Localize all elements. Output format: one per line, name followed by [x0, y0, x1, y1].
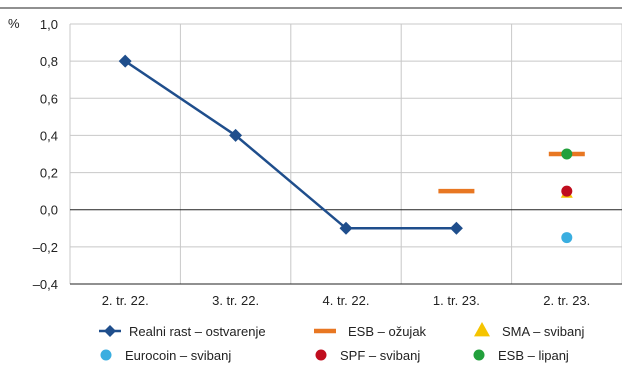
legend-item: ESB – ožujak [314, 324, 427, 339]
y-tick-label: 0,8 [40, 54, 58, 69]
series-eurocoin-svibanj [561, 232, 573, 244]
y-axis: 1,0 0,8 0,6 0,4 0,2 0,0 –0,2 –0,4 [33, 17, 58, 292]
y-tick-label: 0,6 [40, 91, 58, 106]
legend-swatch-circle [473, 349, 485, 361]
legend-label: ESB – lipanj [498, 348, 569, 363]
y-tick-label: –0,4 [33, 277, 58, 292]
series-realni-rast-ostvarenje [118, 54, 463, 235]
data-point-diamond [229, 128, 243, 142]
legend-item: Eurocoin – svibanj [100, 348, 231, 363]
legend-item: Realni rast – ostvarenje [99, 324, 266, 339]
data-point-diamond [118, 54, 132, 68]
legend-label: SPF – svibanj [340, 348, 420, 363]
data-point-diamond [339, 221, 353, 235]
series-spf-svibanj [561, 185, 573, 197]
x-tick-label: 2. tr. 22. [102, 293, 149, 308]
legend-swatch-circle [315, 349, 327, 361]
x-tick-label: 2. tr. 23. [543, 293, 590, 308]
x-tick-label: 3. tr. 22. [212, 293, 259, 308]
legend-label: SMA – svibanj [502, 324, 584, 339]
y-tick-label: 0,0 [40, 203, 58, 218]
data-point-diamond [449, 221, 463, 235]
y-tick-label: –0,2 [33, 240, 58, 255]
legend: Realni rast – ostvarenje ESB – ožujak SMA … [99, 322, 584, 363]
legend-item: SPF – svibanj [315, 348, 420, 363]
y-tick-label: 0,2 [40, 166, 58, 181]
legend-item: SMA – svibanj [474, 322, 584, 339]
legend-label: Eurocoin – svibanj [125, 348, 231, 363]
series [118, 54, 585, 244]
series-esb-lipanj [561, 148, 573, 160]
legend-label: Realni rast – ostvarenje [129, 324, 266, 339]
legend-label: ESB – ožujak [348, 324, 427, 339]
x-tick-label: 4. tr. 22. [323, 293, 370, 308]
data-point-circle [561, 185, 573, 197]
x-axis: 2. tr. 22. 3. tr. 22. 4. tr. 22. 1. tr. 23.… [102, 293, 591, 308]
data-point-diamond [104, 325, 116, 337]
legend-item: ESB – lipanj [473, 348, 569, 363]
y-unit-label: % [8, 16, 20, 31]
legend-swatch-circle [100, 349, 112, 361]
gridlines [69, 23, 622, 285]
data-point-circle [561, 148, 573, 160]
data-point-circle [561, 232, 573, 244]
legend-swatch-triangle [474, 322, 490, 337]
series-line [124, 60, 457, 230]
y-tick-label: 0,4 [40, 128, 58, 143]
y-tick-label: 1,0 [40, 17, 58, 32]
x-tick-label: 1. tr. 23. [433, 293, 480, 308]
